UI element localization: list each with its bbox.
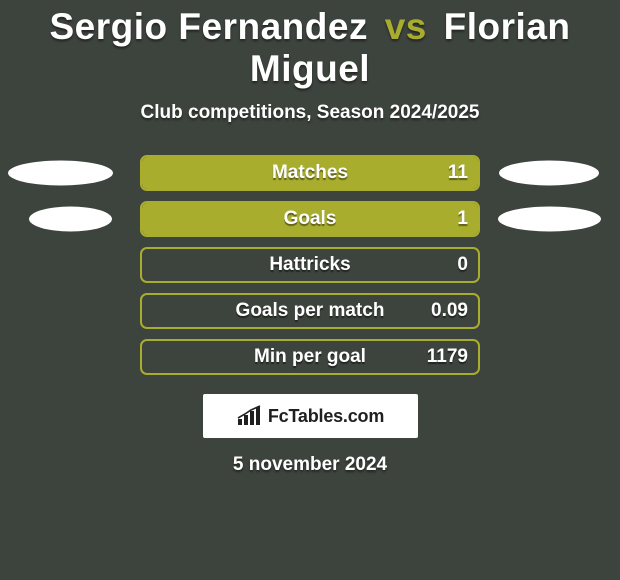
- left-value-ellipse: [8, 161, 113, 186]
- comparison-widget: Sergio Fernandez vs Florian Miguel Club …: [0, 0, 620, 580]
- stat-row-hattricks: Hattricks 0: [0, 242, 620, 288]
- player1-name: Sergio Fernandez: [49, 6, 367, 47]
- page-title: Sergio Fernandez vs Florian Miguel: [0, 0, 620, 90]
- bars-icon: [236, 405, 262, 427]
- vs-label: vs: [379, 6, 433, 47]
- date-line: 5 november 2024: [0, 454, 620, 476]
- bar-value: 1: [457, 203, 468, 235]
- bar-track: Matches 11: [140, 155, 480, 191]
- bar-value: 0: [457, 249, 468, 281]
- subtitle: Club competitions, Season 2024/2025: [0, 102, 620, 124]
- right-value-ellipse: [499, 161, 599, 186]
- bar-fill: [142, 203, 478, 235]
- stat-row-goals-per-match: Goals per match 0.09: [0, 288, 620, 334]
- bar-label: Goals per match: [142, 295, 478, 327]
- brand-text: FcTables.com: [268, 406, 384, 427]
- bar-value: 1179: [427, 341, 468, 373]
- stat-rows: Matches 11 Goals 1 Hattricks 0: [0, 150, 620, 380]
- stat-row-goals: Goals 1: [0, 196, 620, 242]
- bar-fill: [142, 157, 478, 189]
- bar-value: 0.09: [431, 295, 468, 327]
- left-value-ellipse: [29, 207, 112, 232]
- bar-track: Hattricks 0: [140, 247, 480, 283]
- bar-track: Goals 1: [140, 201, 480, 237]
- stat-row-min-per-goal: Min per goal 1179: [0, 334, 620, 380]
- bar-label: Hattricks: [142, 249, 478, 281]
- bar-track: Min per goal 1179: [140, 339, 480, 375]
- bar-track: Goals per match 0.09: [140, 293, 480, 329]
- stat-row-matches: Matches 11: [0, 150, 620, 196]
- brand-box: FcTables.com: [203, 394, 418, 438]
- bar-value: 11: [448, 157, 468, 189]
- right-value-ellipse: [498, 207, 601, 232]
